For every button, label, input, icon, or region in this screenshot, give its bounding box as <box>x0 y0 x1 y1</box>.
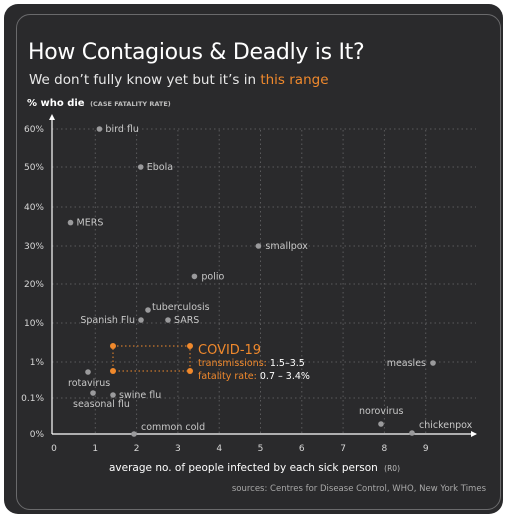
x-axis-arrow <box>471 431 477 437</box>
x-tick-label: 0 <box>51 444 57 454</box>
data-point <box>165 317 171 323</box>
y-axis-label-main: % who die <box>27 98 88 109</box>
covid-fatality-key: fatality rate: <box>198 371 260 382</box>
data-point <box>85 369 91 375</box>
x-tick-label: 2 <box>134 444 140 454</box>
data-point-label: tuberculosis <box>152 302 210 313</box>
data-point <box>191 273 198 280</box>
covid-transmissions: transmissions: 1.5–3.5 <box>198 358 305 369</box>
data-point <box>138 317 144 323</box>
data-point-label: MERS <box>77 218 104 229</box>
x-tick-label: 5 <box>258 444 264 454</box>
data-point <box>131 431 137 437</box>
data-point-label: Ebola <box>147 162 173 173</box>
axis-labels: % who die (CASE FATALITY RATE) average no… <box>27 98 487 494</box>
data-point <box>67 219 74 226</box>
y-tick-label: 60% <box>24 125 44 135</box>
data-point-label: swine flu <box>119 390 161 401</box>
source-note: sources: Centres for Disease Control, WH… <box>232 484 487 494</box>
grid-lines <box>52 128 476 434</box>
covid-corner-point <box>110 343 116 349</box>
x-axis-label-sub: (R0) <box>384 464 400 473</box>
y-tick-label: 20% <box>24 280 44 290</box>
covid-fatality-value: 0.7 – 3.4% <box>260 371 310 382</box>
card-frame <box>16 14 501 510</box>
x-tick-labels: 0 1 2 3 4 5 6 7 8 9 <box>51 444 429 454</box>
data-point-label: seasonal flu <box>73 399 130 410</box>
y-tick-label: 1% <box>30 358 45 368</box>
x-tick-label: 3 <box>175 444 181 454</box>
chart-axes <box>49 114 477 437</box>
x-tick-label: 4 <box>216 444 222 454</box>
y-tick-label: 50% <box>24 163 44 173</box>
y-axis-arrow <box>49 114 55 120</box>
data-points: bird flu Ebola MERS smallpox polio tuberculos… <box>67 124 473 437</box>
data-point-label: measles <box>387 358 426 369</box>
data-point <box>110 392 116 398</box>
data-point-label: common cold <box>141 422 205 433</box>
covid-transmissions-value: 1.5–3.5 <box>270 358 305 369</box>
covid-fatality: fatality rate: 0.7 – 3.4% <box>198 371 310 382</box>
y-tick-label: 40% <box>24 203 44 213</box>
chart-subtitle: We don’t fully know yet but it’s in this… <box>29 72 329 88</box>
y-tick-labels: 0% 0.1% 1% 10% 20% 30% 40% 50% 60% <box>21 125 44 440</box>
y-tick-label: 0% <box>30 430 45 440</box>
y-tick-label: 10% <box>24 319 44 329</box>
covid-transmissions-key: transmissions: <box>198 358 270 369</box>
covid-range-box <box>112 345 191 372</box>
x-axis-label: average no. of people infected by each s… <box>109 462 400 474</box>
x-tick-label: 7 <box>340 444 346 454</box>
y-axis-label-sub: (CASE FATALITY RATE) <box>90 100 171 108</box>
x-axis-label-main: average no. of people infected by each s… <box>109 462 381 474</box>
data-point <box>90 390 96 396</box>
data-point-label: rotavirus <box>68 378 110 389</box>
chart-title: How Contagious & Deadly is It? <box>28 40 365 65</box>
data-point <box>96 126 103 132</box>
subtitle-text: We don’t fully know yet but it’s in <box>29 72 261 88</box>
data-point-label: polio <box>201 271 224 282</box>
data-point <box>137 164 144 170</box>
x-tick-label: 6 <box>299 444 305 454</box>
x-tick-label: 1 <box>92 444 98 454</box>
data-point <box>409 430 415 436</box>
data-point-label: smallpox <box>265 241 308 252</box>
covid-label: COVID-19 <box>198 343 261 358</box>
y-axis-label: % who die (CASE FATALITY RATE) <box>27 98 171 109</box>
x-tick-label: 8 <box>382 444 388 454</box>
data-point <box>145 307 151 313</box>
data-point-label: SARS <box>174 315 199 326</box>
data-point <box>430 360 436 366</box>
data-point-label: bird flu <box>105 124 138 135</box>
covid-corner-point <box>187 368 193 374</box>
y-tick-label: 30% <box>24 242 44 252</box>
data-point-label: Spanish Flu <box>80 315 135 326</box>
data-point <box>378 421 384 427</box>
y-tick-label: 0.1% <box>21 394 44 404</box>
data-point-label: norovirus <box>359 406 404 417</box>
covid-corner-point <box>187 343 193 349</box>
subtitle-highlight: this range <box>260 72 329 88</box>
chart-card: How Contagious & Deadly is It? We don’t … <box>4 4 503 514</box>
x-tick-label: 9 <box>423 444 429 454</box>
covid-corner-point <box>110 368 116 374</box>
data-point-label: chickenpox <box>419 420 473 431</box>
data-point <box>255 243 262 249</box>
